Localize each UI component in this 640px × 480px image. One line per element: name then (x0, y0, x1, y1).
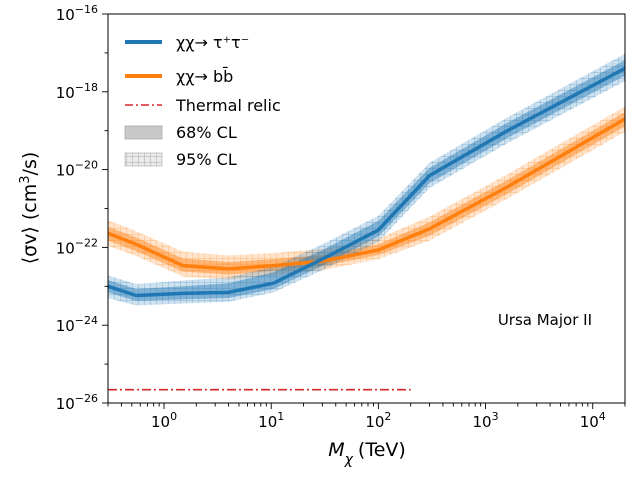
series-line-bb (108, 117, 625, 271)
x-tick-label-base: 10 (473, 413, 492, 431)
dwarf-galaxy-annotation: Ursa Major II (498, 311, 592, 329)
x-axis-label-unit: (TeV) (358, 439, 406, 461)
y-tick-label-exp: −16 (75, 3, 98, 16)
y-tick-label-exp: −26 (75, 392, 98, 405)
plot-area (108, 53, 625, 391)
y-tick-label-base: 10 (56, 395, 75, 413)
legend-cl95-label: 95% CL (176, 150, 237, 169)
y-axis-label-sup: 3 (18, 175, 33, 183)
y-axis-label-main: ⟨σv⟩ (cm (19, 184, 41, 265)
x-axis-label: Mχ (TeV) (328, 439, 406, 468)
legend-bb-label: χχ→ bb̄ (176, 67, 233, 86)
x-tick-label-exp: 4 (599, 410, 606, 423)
y-tick-label-exp: −24 (75, 314, 98, 327)
cl68-band-bb (108, 112, 625, 275)
x-tick-label: 104 (580, 410, 606, 431)
axes: 100 101 102 103 10410−2610−2410−2210−2010−18… (56, 3, 626, 431)
legend-cl95-hatch (125, 153, 162, 166)
x-axis-label-symbol: M (328, 439, 344, 461)
x-tick-label: 103 (473, 410, 499, 431)
x-tick-label-base: 10 (365, 413, 384, 431)
y-tick-label-exp: −18 (75, 81, 98, 94)
y-tick-label-exp: −22 (75, 236, 98, 249)
x-tick-label-exp: 3 (492, 410, 499, 423)
legend: χχ→ τ⁺τ⁻ χχ→ bb̄ Thermal relic 68% CL 95… (124, 33, 281, 169)
y-axis-label: ⟨σv⟩ (cm3/s) (18, 152, 42, 265)
x-tick-label-base: 10 (151, 413, 170, 431)
legend-thermal-label: Thermal relic (175, 96, 281, 115)
x-axis-label-sub: χ (344, 452, 354, 468)
legend-cl68-swatch (124, 125, 163, 140)
y-tick-label-exp: −20 (75, 159, 98, 172)
y-tick-label-base: 10 (56, 162, 75, 180)
y-tick-label-base: 10 (56, 6, 75, 24)
y-tick-label: 10−16 (56, 3, 98, 24)
x-tick-label-exp: 0 (170, 410, 177, 423)
legend-cl68-label: 68% CL (176, 123, 237, 142)
series-line-tau (108, 66, 625, 298)
x-tick-label-base: 10 (580, 413, 599, 431)
x-tick-label-exp: 2 (384, 410, 391, 423)
x-tick-label: 102 (365, 410, 391, 431)
x-tick-label: 100 (151, 410, 177, 431)
x-tick-label-exp: 1 (277, 410, 284, 423)
y-tick-label: 10−26 (56, 392, 98, 413)
y-tick-label: 10−22 (56, 236, 98, 257)
legend-tau-label: χχ→ τ⁺τ⁻ (176, 33, 249, 52)
y-axis-label-end: /s) (19, 152, 41, 176)
y-tick-label: 10−20 (56, 159, 98, 180)
y-tick-label: 10−24 (56, 314, 98, 335)
y-tick-label-base: 10 (56, 239, 75, 257)
y-tick-label: 10−18 (56, 81, 98, 102)
x-tick-label: 101 (258, 410, 284, 431)
y-tick-label-base: 10 (56, 84, 75, 102)
y-tick-label-base: 10 (56, 317, 75, 335)
x-tick-label-base: 10 (258, 413, 277, 431)
